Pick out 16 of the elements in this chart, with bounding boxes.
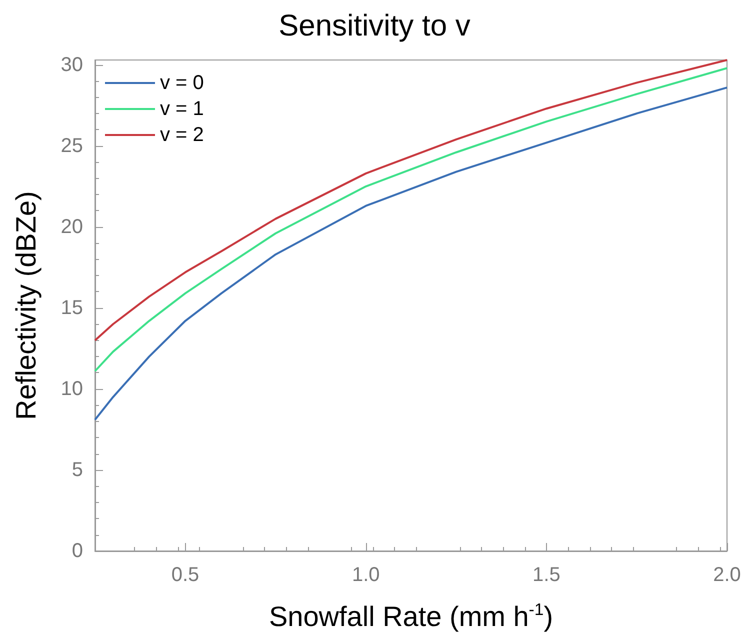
- y-tick-label: 15: [60, 296, 83, 319]
- y-tick-label: 10: [60, 378, 83, 400]
- y-axis-title: Reflectivity (dBZe): [10, 191, 42, 420]
- chart-title: Sensitivity to v: [278, 10, 470, 42]
- legend-label: v = 2: [160, 124, 204, 146]
- legend-label: v = 0: [160, 72, 204, 94]
- x-tick-label: 0.5: [171, 564, 200, 586]
- x-tick-label: 2.0: [713, 564, 741, 586]
- y-tick-label: 25: [60, 134, 83, 157]
- y-tick-label: 20: [60, 216, 83, 238]
- y-tick-label: 0: [72, 540, 83, 562]
- y-tick-label: 30: [60, 54, 83, 76]
- x-tick-label: 1.5: [532, 564, 560, 586]
- legend-label: v = 1: [160, 98, 204, 120]
- y-tick-label: 5: [72, 458, 83, 481]
- x-tick-label: 1.0: [352, 564, 380, 586]
